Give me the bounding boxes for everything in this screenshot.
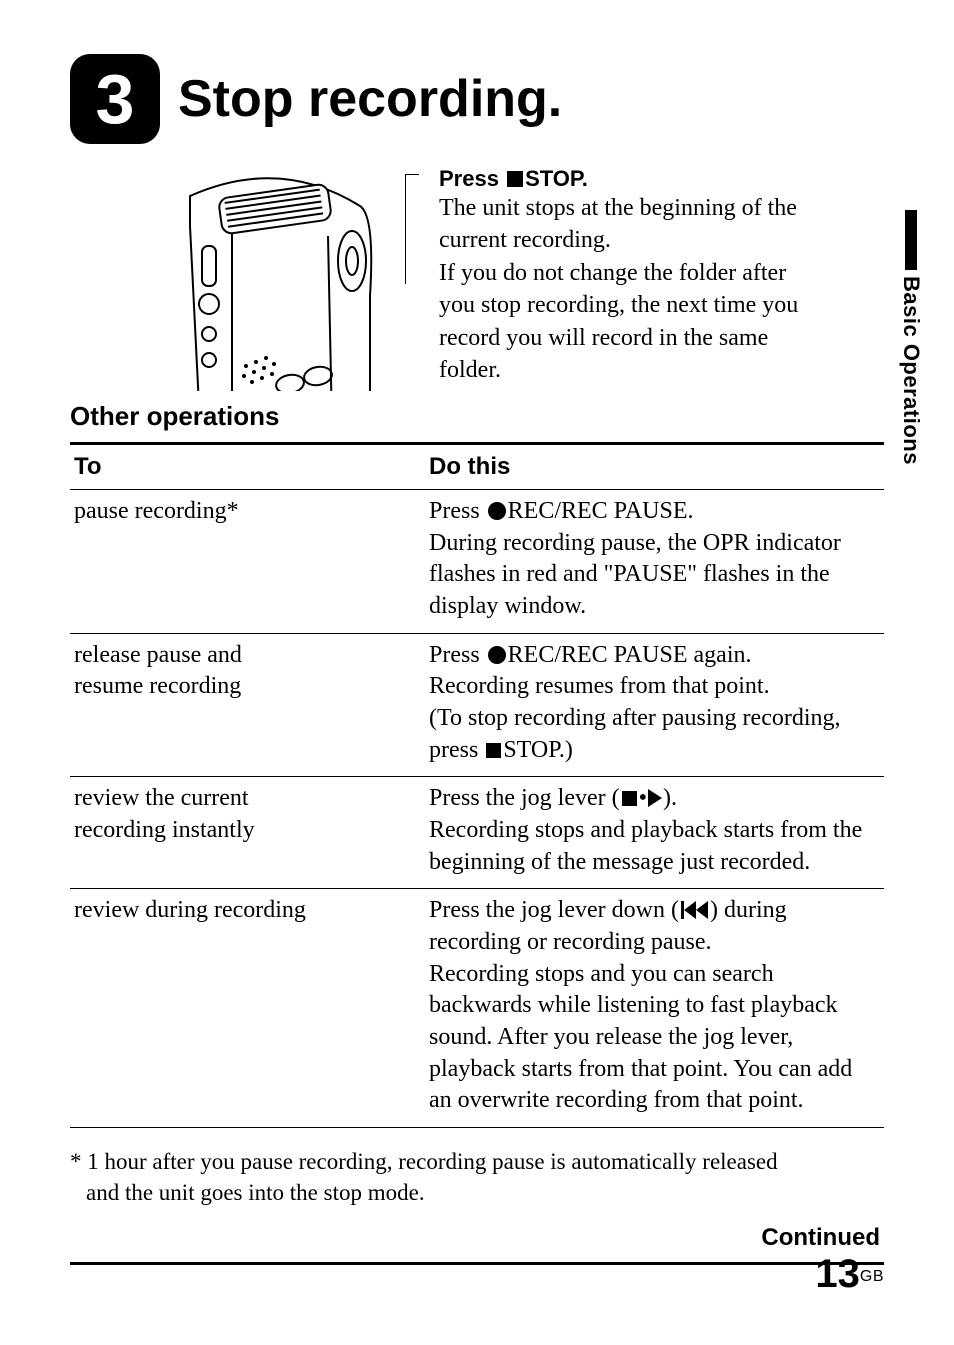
step-number: 3 <box>96 59 135 139</box>
play-icon <box>648 789 662 807</box>
page-number-value: 13 <box>815 1252 860 1296</box>
table-row: review during recording Press the jog le… <box>70 889 884 1128</box>
side-tab-bar <box>905 210 917 270</box>
txt: Press <box>429 498 486 524</box>
page: Basic Operations 3 Stop recording. <box>0 0 954 1345</box>
continued-label: Continued <box>70 1224 884 1265</box>
txt: ). <box>663 785 677 811</box>
txt: review the current <box>74 785 249 811</box>
stop-icon <box>507 171 523 187</box>
footnote-line1: * 1 hour after you pause recording, reco… <box>70 1146 844 1177</box>
txt: Recording resumes from that point. <box>429 673 770 699</box>
txt: Recording stops and playback starts from… <box>429 817 862 875</box>
txt: STOP.) <box>503 737 573 763</box>
cell-to: pause recording* <box>70 490 425 634</box>
txt: Press the jog lever ( <box>429 785 620 811</box>
step-text: Press STOP. The unit stops at the beginn… <box>439 166 884 386</box>
step-title: Stop recording. <box>178 69 562 129</box>
other-operations-heading: Other operations <box>70 401 884 432</box>
txt: Press <box>429 642 486 668</box>
cell-to: review the current recording instantly <box>70 777 425 889</box>
txt: recording instantly <box>74 817 255 843</box>
press-prefix: Press <box>439 166 505 191</box>
txt: REC/REC PAUSE again. <box>508 642 752 668</box>
side-tab-label: Basic Operations <box>898 276 924 465</box>
device-illustration <box>160 166 385 391</box>
page-number: 13GB <box>815 1252 884 1297</box>
press-label: STOP. <box>525 166 588 191</box>
txt: Press the jog lever down ( <box>429 897 679 923</box>
record-icon <box>488 502 506 520</box>
footnote-line2: and the unit goes into the stop mode. <box>70 1177 844 1208</box>
txt: release pause and <box>74 642 242 668</box>
side-tab: Basic Operations <box>898 210 924 465</box>
footnote: * 1 hour after you pause recording, reco… <box>70 1146 884 1208</box>
table-row: pause recording* Press REC/REC PAUSE. Du… <box>70 490 884 634</box>
table-row: review the current recording instantly P… <box>70 777 884 889</box>
cell-to: review during recording <box>70 889 425 1128</box>
record-icon <box>488 646 506 664</box>
rewind-icon <box>681 901 708 919</box>
cell-do: Press REC/REC PAUSE. During recording pa… <box>425 490 884 634</box>
cell-to: release pause and resume recording <box>70 633 425 777</box>
page-number-suffix: GB <box>860 1268 884 1285</box>
col-do: Do this <box>425 444 884 490</box>
stop-icon <box>622 791 637 806</box>
step-header: 3 Stop recording. <box>70 54 884 144</box>
table-row: release pause and resume recording Press… <box>70 633 884 777</box>
step-body-line2: If you do not change the folder after yo… <box>439 257 824 387</box>
callout-leader <box>405 174 419 284</box>
txt: resume recording <box>74 673 241 699</box>
stop-icon <box>486 743 501 758</box>
operations-table: To Do this pause recording* Press REC/RE… <box>70 442 884 1128</box>
txt: REC/REC PAUSE. <box>508 498 694 524</box>
leader-wrap <box>405 166 419 284</box>
step-number-badge: 3 <box>70 54 160 144</box>
dot: • <box>639 785 647 811</box>
table-header-row: To Do this <box>70 444 884 490</box>
col-to: To <box>70 444 425 490</box>
cell-do: Press the jog lever down () during recor… <box>425 889 884 1128</box>
step-body-line1: The unit stops at the beginning of the c… <box>439 192 824 257</box>
txt: Recording stops and you can search backw… <box>429 961 852 1114</box>
press-instruction: Press STOP. <box>439 166 824 192</box>
step-body: Press STOP. The unit stops at the beginn… <box>70 166 884 391</box>
cell-do: Press REC/REC PAUSE again. Recording res… <box>425 633 884 777</box>
txt: During recording pause, the OPR indicato… <box>429 530 841 619</box>
cell-do: Press the jog lever ( •). Recording stops… <box>425 777 884 889</box>
